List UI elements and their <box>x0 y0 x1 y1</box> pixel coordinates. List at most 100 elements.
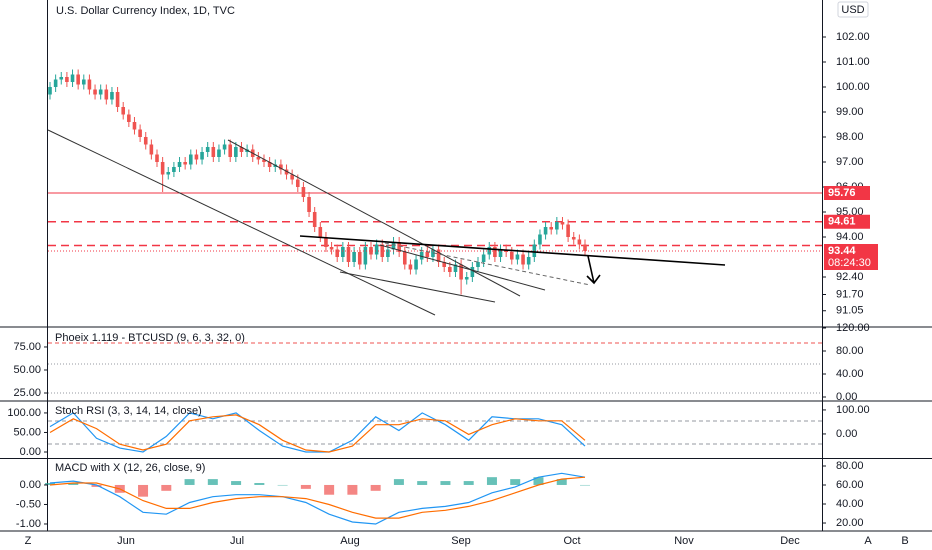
candle-body <box>222 144 227 150</box>
candle-body <box>571 237 576 240</box>
candle-body <box>498 249 503 257</box>
candle-body <box>369 247 373 255</box>
candle-body <box>76 74 80 85</box>
candle-body <box>543 227 548 235</box>
histogram-bar <box>556 479 567 485</box>
histogram-bar <box>440 481 451 485</box>
toolbar-button[interactable]: B <box>901 535 908 547</box>
histogram-bar <box>533 477 544 485</box>
histogram-bar <box>393 479 404 485</box>
candle-body <box>341 247 345 257</box>
candle-body <box>307 197 311 212</box>
candle-body <box>324 237 328 247</box>
trend-line <box>339 271 496 303</box>
candle-body <box>442 262 447 267</box>
candle-body <box>318 227 323 237</box>
histogram-bar <box>45 483 55 485</box>
candle-body <box>301 187 306 197</box>
candle-body <box>509 252 514 260</box>
x-tick-label: Dec <box>780 535 800 547</box>
level-label-box <box>824 214 870 229</box>
candle-body <box>59 77 64 80</box>
indicator-title: Stoch RSI (3, 3, 14, 14, close) <box>55 405 202 417</box>
y-tick-label: 50.00 <box>13 364 41 376</box>
candle-body <box>115 92 120 107</box>
frame <box>0 0 932 532</box>
candle-body <box>188 154 193 165</box>
candle-body <box>391 242 396 250</box>
y-tick-label: -0.50 <box>16 498 41 510</box>
candle-body <box>172 167 176 172</box>
y-tick-label: 75.00 <box>13 341 41 353</box>
candle-body <box>284 169 289 175</box>
level-label: 95.76 <box>828 187 856 199</box>
histogram-bar <box>370 484 381 491</box>
y-tick-label: 99.00 <box>836 106 864 118</box>
candle-body <box>228 144 233 157</box>
candle-body <box>408 264 413 270</box>
candle-body <box>143 137 148 145</box>
candle-body <box>155 154 159 162</box>
currency-button[interactable] <box>837 1 869 18</box>
y-tick-label: 60.00 <box>836 479 864 491</box>
candle-body <box>127 114 131 122</box>
candle-body <box>290 174 294 180</box>
candle-body <box>267 162 272 167</box>
candle-body <box>560 222 565 225</box>
candle-body <box>436 249 441 262</box>
y-tick-label: 0.00 <box>20 446 41 458</box>
indicator-title: Phoeix 1.119 - BTCUSD (9, 6, 3, 32, 0) <box>55 332 245 344</box>
candle-body <box>149 144 154 155</box>
y-tick-label: 0.00 <box>836 428 857 440</box>
candle-body <box>380 244 385 257</box>
candle-body <box>166 172 171 175</box>
currency-label[interactable]: USD <box>841 4 864 16</box>
candle-body <box>87 79 92 90</box>
countdown-label: 08:24:30 <box>828 257 871 269</box>
y-tick-label: 98.00 <box>836 131 864 143</box>
candle-body <box>48 87 52 95</box>
x-tick-label: Aug <box>340 535 360 547</box>
indicator-line <box>49 414 586 453</box>
y-tick-label: 120.00 <box>836 322 870 334</box>
candle-body <box>200 152 204 160</box>
toolbar-button[interactable]: Z <box>25 535 32 547</box>
candle-body <box>70 74 75 82</box>
candle-body <box>515 254 520 260</box>
toolbar-button[interactable]: A <box>864 535 872 547</box>
trend-line <box>299 235 726 266</box>
y-tick-label: 97.00 <box>836 156 864 168</box>
candle-body <box>211 147 216 157</box>
y-tick-label: 100.00 <box>836 404 870 416</box>
x-tick-label: Nov <box>674 535 694 547</box>
candle-body <box>566 224 570 237</box>
chart-title: U.S. Dollar Currency Index, 1D, TVC <box>56 5 235 17</box>
candle-body <box>81 79 86 85</box>
candle-body <box>555 222 559 230</box>
drawings <box>47 129 726 316</box>
candle-body <box>374 244 379 255</box>
y-tick-label: 0.00 <box>20 479 41 491</box>
y-tick-label: 50.00 <box>13 426 41 438</box>
y-tick-label: 80.00 <box>836 460 864 472</box>
candle-body <box>98 89 103 95</box>
histogram-bar <box>300 484 311 489</box>
indicator-line <box>49 476 586 519</box>
y-tick-label: 101.00 <box>836 56 870 68</box>
level-label-box <box>824 186 870 200</box>
arrow <box>586 255 601 285</box>
candle-body <box>194 154 199 160</box>
candle-body <box>476 262 480 267</box>
candle-body <box>335 249 340 257</box>
candle-body <box>464 277 469 280</box>
candle-body <box>357 252 362 265</box>
candle-body <box>138 129 142 137</box>
y-tick-label: 100.00 <box>7 407 41 419</box>
candle-body <box>363 247 368 265</box>
candle-body <box>402 252 407 265</box>
histogram-bar <box>231 481 242 485</box>
y-tick-label: 0.00 <box>836 391 857 403</box>
y-tick-label: 40.00 <box>836 498 864 510</box>
candle-body <box>346 247 351 262</box>
candle-body <box>493 247 497 257</box>
